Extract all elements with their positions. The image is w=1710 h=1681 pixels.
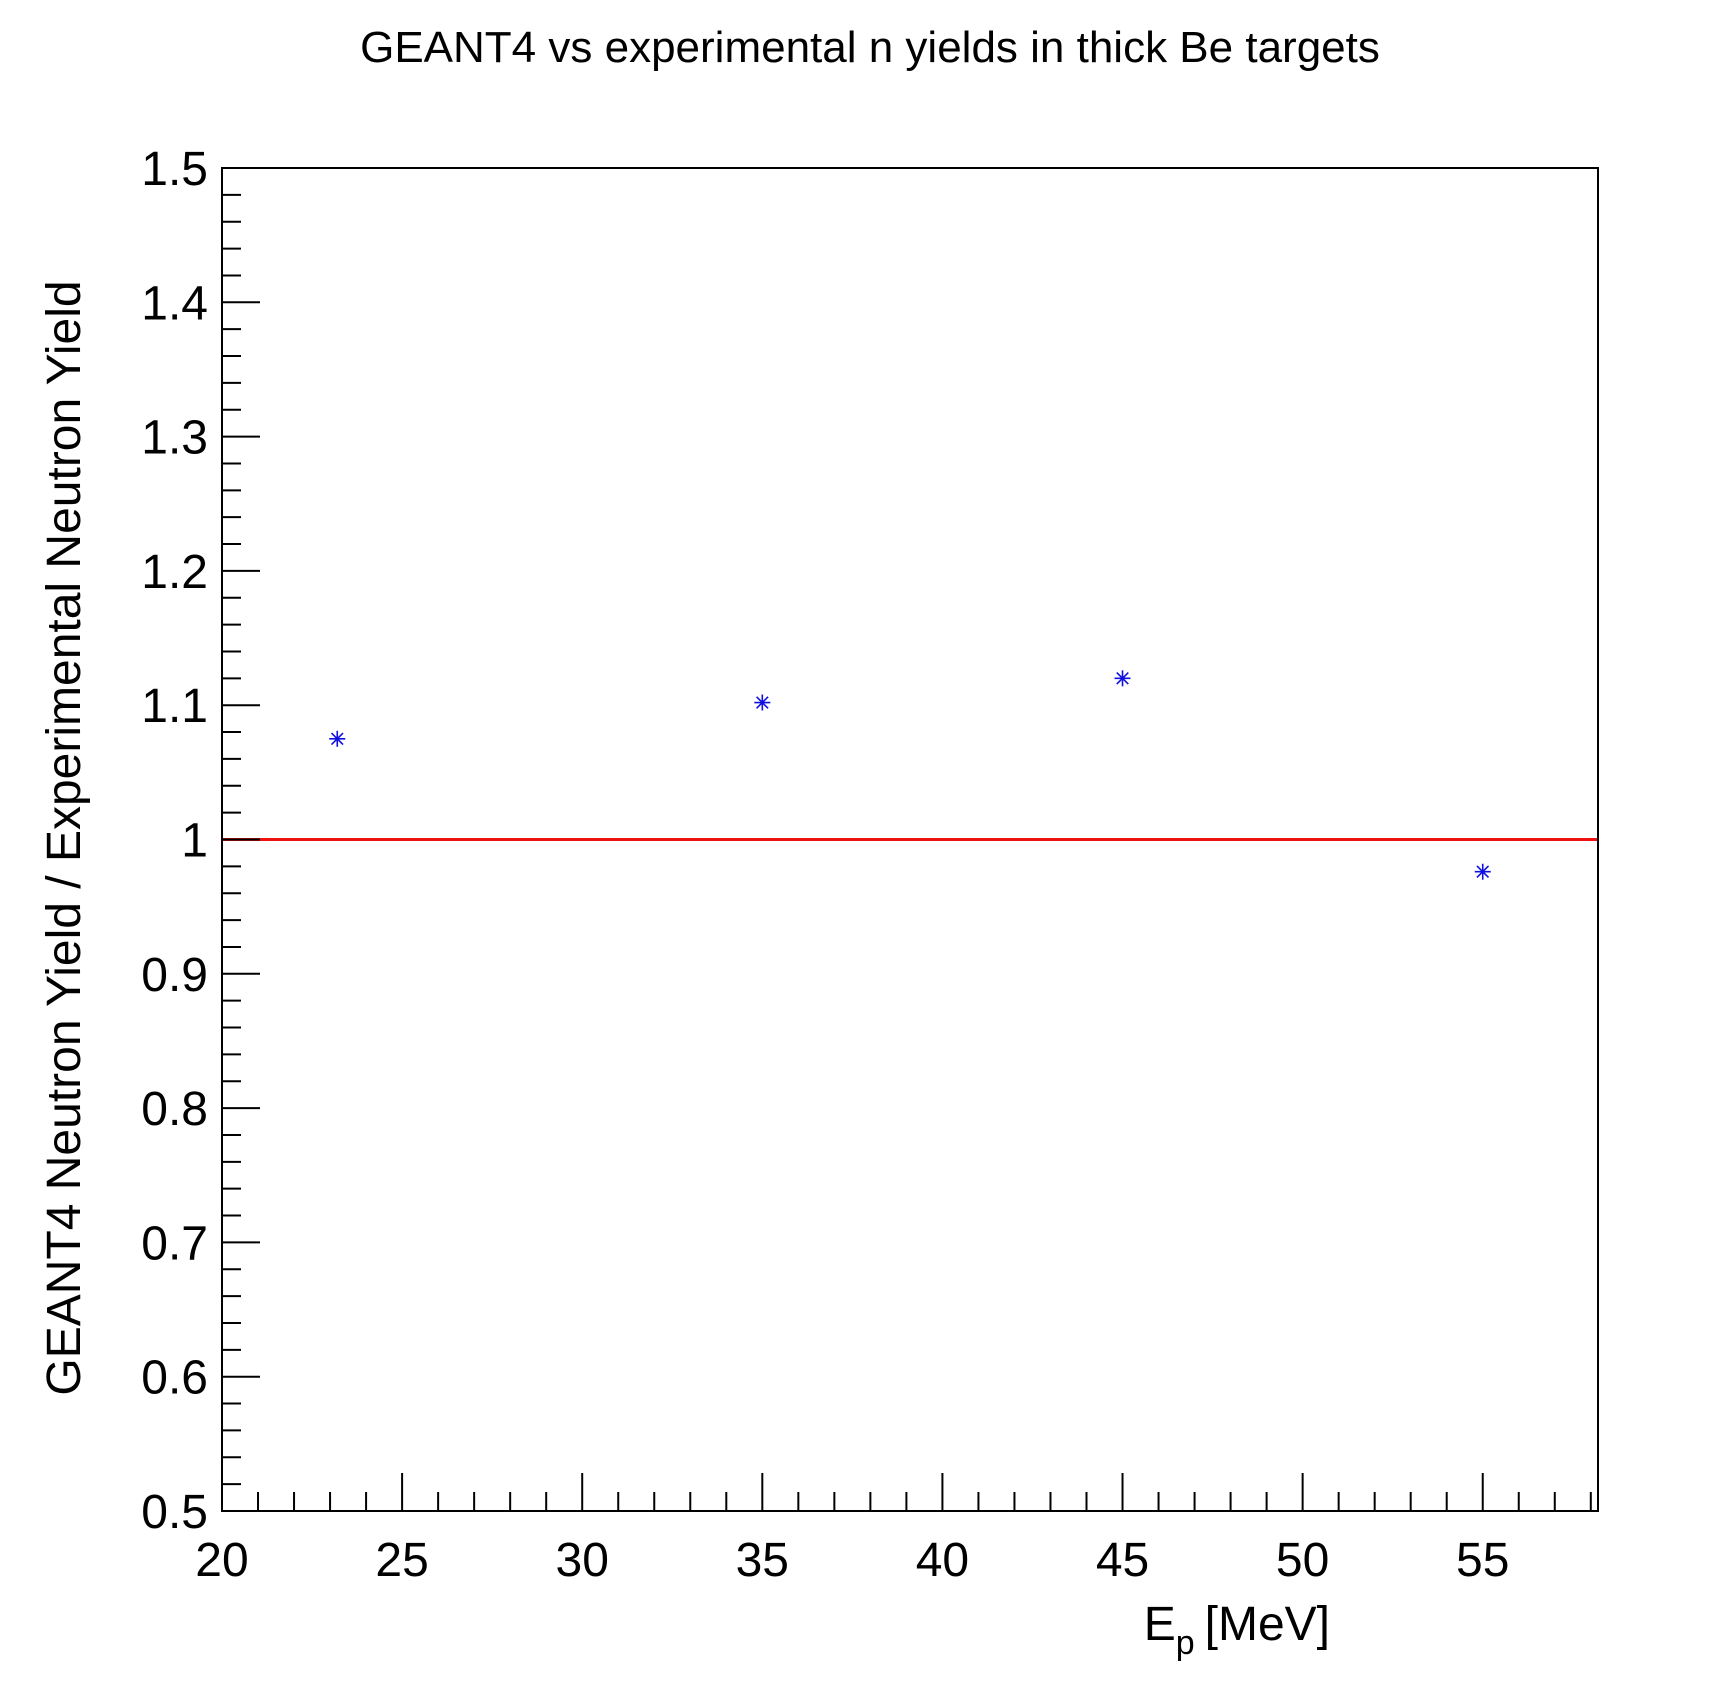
y-tick-label: 1: [181, 815, 208, 868]
data-point-stroke: [1476, 865, 1490, 879]
x-tick-label: 30: [556, 1534, 609, 1587]
y-axis-label: GEANT4 Neutron Yield / Experimental Neut…: [38, 280, 91, 1395]
data-point: [754, 694, 771, 711]
data-point: [329, 730, 346, 747]
x-tick-label: 55: [1456, 1534, 1509, 1587]
y-tick-label: 1.3: [141, 412, 208, 465]
x-tick-label: 20: [195, 1534, 248, 1587]
x-tick-label: 25: [375, 1534, 428, 1587]
x-axis-label: Ep [MeV]: [1144, 1598, 1330, 1662]
x-tick-label: 50: [1276, 1534, 1329, 1587]
y-tick-label: 0.7: [141, 1217, 208, 1270]
x-tick-label: 45: [1096, 1534, 1149, 1587]
data-point: [1114, 670, 1131, 687]
y-tick-label: 1.1: [141, 680, 208, 733]
y-tick-label: 0.6: [141, 1352, 208, 1405]
data-point-stroke: [1116, 672, 1129, 685]
x-tick-label: 35: [736, 1534, 789, 1587]
plot-frame: [221, 167, 1599, 1512]
x-axis-label-subscript: p: [1176, 1624, 1195, 1662]
data-point: [1474, 863, 1491, 880]
x-axis-label-unit: [MeV]: [1205, 1598, 1330, 1651]
y-tick-label: 1.4: [141, 277, 208, 330]
y-tick-label: 0.5: [141, 1486, 208, 1539]
data-point-stroke: [755, 696, 769, 709]
chart-title: GEANT4 vs experimental n yields in thick…: [360, 23, 1380, 72]
x-tick-label: 40: [916, 1534, 969, 1587]
data-point-stroke: [330, 732, 344, 746]
y-tick-label: 1.2: [141, 546, 208, 599]
x-axis-label-main: E: [1144, 1598, 1176, 1651]
y-tick-label: 1.5: [141, 143, 208, 196]
y-tick-label: 0.8: [141, 1083, 208, 1136]
y-tick-label: 0.9: [141, 949, 208, 1002]
